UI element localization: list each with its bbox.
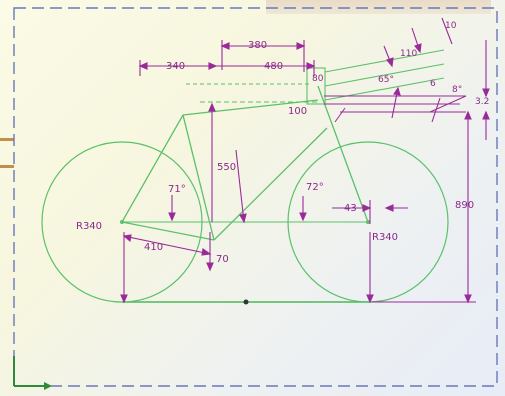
seat-stay xyxy=(121,114,184,223)
dim-380: 380 xyxy=(248,40,267,51)
dim-8: 8° xyxy=(452,85,462,95)
dim-100: 100 xyxy=(288,106,307,117)
dim-410: 410 xyxy=(144,242,163,253)
frame-tubes xyxy=(121,83,369,241)
dim-rear-radius: R340 xyxy=(76,221,102,232)
stem-construction xyxy=(324,95,467,123)
title-block-tab xyxy=(266,0,491,14)
dim-front-radius: R340 xyxy=(372,232,398,243)
dimension-lines xyxy=(120,17,490,304)
dim-seat-angle: 71° xyxy=(168,184,186,195)
dim-3-2: 3.2 xyxy=(475,97,489,107)
dim-550: 550 xyxy=(217,162,236,173)
top-tube xyxy=(182,99,319,116)
down-tube xyxy=(213,127,328,241)
fork xyxy=(317,85,369,223)
dim-70: 70 xyxy=(216,254,229,265)
dim-110: 110 xyxy=(400,49,417,59)
dim-890: 890 xyxy=(455,200,474,211)
chain-stay xyxy=(121,221,215,241)
dim-340: 340 xyxy=(166,61,185,72)
dim-6: 6 xyxy=(430,79,436,89)
axis-marker xyxy=(13,356,52,390)
sheet-border xyxy=(13,7,498,387)
seat-tube xyxy=(182,114,215,241)
ground-point xyxy=(243,299,249,305)
dim-480: 480 xyxy=(264,61,283,72)
dim-65: 65° xyxy=(378,75,394,85)
dim-head-angle: 72° xyxy=(306,182,324,193)
sheet-edge-marker xyxy=(0,138,14,168)
dim-10: 10 xyxy=(445,21,457,31)
dim-80: 80 xyxy=(312,74,324,84)
dim-43: 43 xyxy=(344,203,357,214)
